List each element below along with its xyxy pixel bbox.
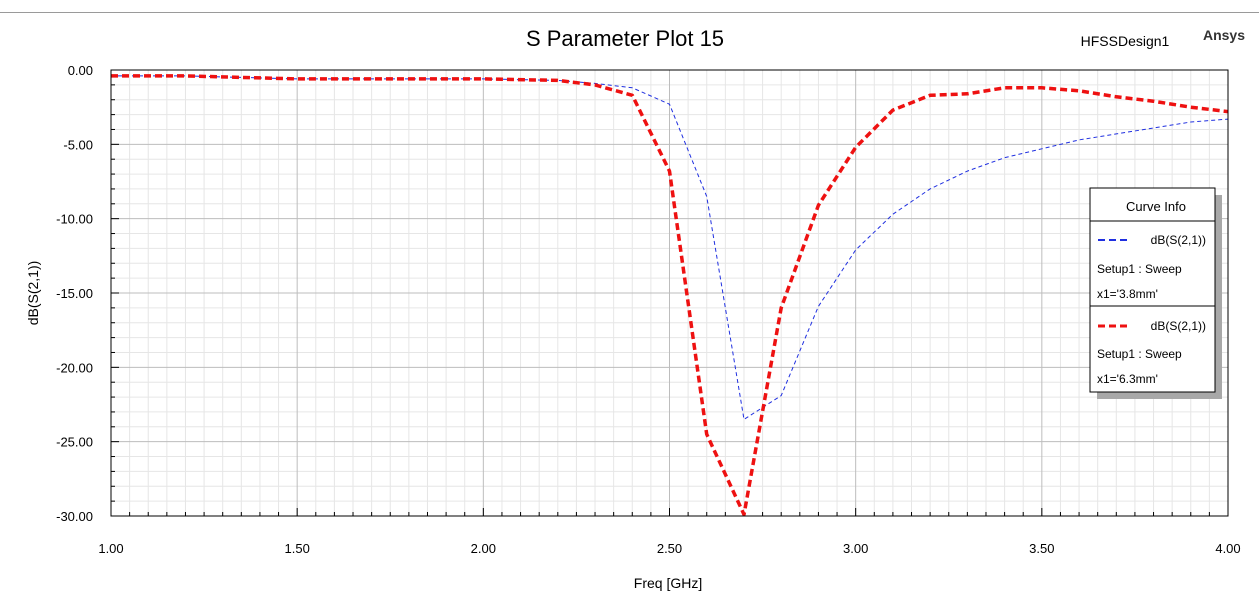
design-name: HFSSDesign1 xyxy=(1081,33,1170,49)
y-tick-label: -15.00 xyxy=(56,286,93,301)
legend-title: Curve Info xyxy=(1126,199,1186,214)
y-tick-label: -25.00 xyxy=(56,435,93,450)
brand-logo: Ansys xyxy=(1203,27,1245,43)
y-tick-label: -30.00 xyxy=(56,509,93,524)
y-tick-label: -5.00 xyxy=(63,137,93,152)
legend-param-series-1: x1='3.8mm' xyxy=(1097,287,1158,301)
plot-frame xyxy=(110,69,1229,517)
x-tick-label: 2.00 xyxy=(471,541,496,556)
header-divider xyxy=(0,12,1259,13)
x-tick-label: 3.00 xyxy=(843,541,868,556)
x-axis-label: Freq [GHz] xyxy=(634,575,702,591)
legend-name-series-2: dB(S(2,1)) xyxy=(1151,319,1206,333)
legend-box[interactable]: Curve Info dB(S(2,1)) Setup1 : Sweep x1=… xyxy=(1089,187,1222,399)
legend-setup-series-2: Setup1 : Sweep xyxy=(1097,347,1182,361)
y-tick-label: -20.00 xyxy=(56,360,93,375)
chart-title: S Parameter Plot 15 xyxy=(526,26,724,51)
y-tick-label: 0.00 xyxy=(68,63,93,78)
y-tick-labels: 0.00 -5.00 -10.00 -15.00 -20.00 -25.00 -30.00 xyxy=(56,63,93,524)
legend-setup-series-1: Setup1 : Sweep xyxy=(1097,262,1182,276)
series-line-2 xyxy=(111,74,1229,517)
legend-frame xyxy=(1089,187,1216,393)
x-tick-label: 2.50 xyxy=(657,541,682,556)
legend-name-series-1: dB(S(2,1)) xyxy=(1151,233,1206,247)
x-tick-label: 3.50 xyxy=(1029,541,1054,556)
x-tick-label: 1.00 xyxy=(98,541,123,556)
y-tick-label: -10.00 xyxy=(56,212,93,227)
x-tick-labels: 1.00 1.50 2.00 2.50 3.00 3.50 4.00 xyxy=(98,541,1240,556)
plot-grid xyxy=(111,70,1228,516)
legend-param-series-2: x1='6.3mm' xyxy=(1097,372,1158,386)
y-axis-label: dB(S(2,1)) xyxy=(25,261,41,326)
x-tick-label: 4.00 xyxy=(1215,541,1240,556)
x-tick-label: 1.50 xyxy=(285,541,310,556)
series-lines xyxy=(111,74,1229,517)
